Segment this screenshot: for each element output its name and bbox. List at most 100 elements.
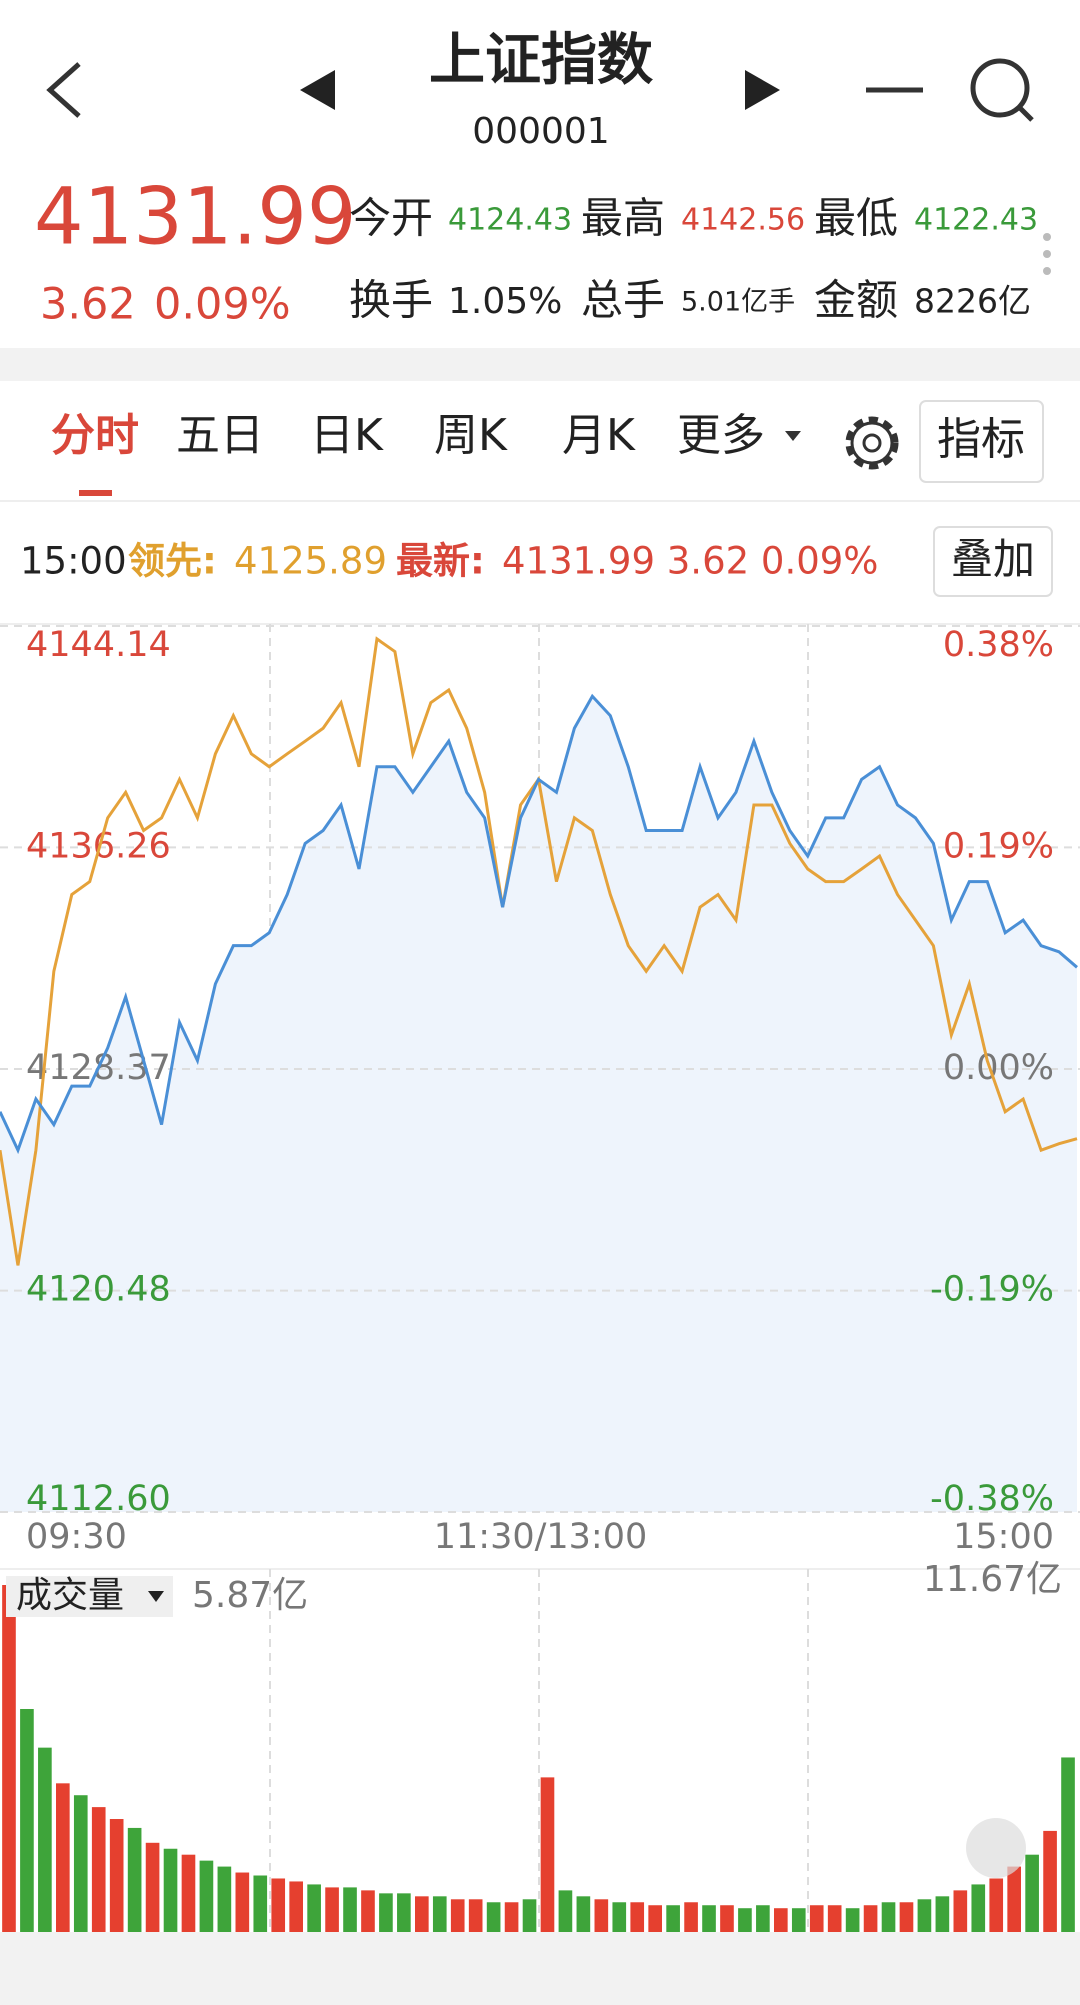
volume-bar [720, 1905, 734, 1932]
tab-indicator [79, 490, 112, 496]
volume-bar [450, 1899, 465, 1932]
gear-teeth [845, 416, 899, 470]
stat-value: 4122.43 [914, 203, 1038, 238]
volume-bar [648, 1905, 662, 1932]
volume-bar [361, 1890, 375, 1932]
prev-button[interactable] [300, 70, 335, 110]
volume-bar [289, 1881, 303, 1932]
volume-bar [881, 1902, 896, 1932]
charts: 4144.144136.264128.374120.484112.600.38%… [0, 625, 1080, 1932]
price-area [0, 696, 1077, 1512]
lead-label: 领先: [128, 540, 217, 583]
overlay-button[interactable] [933, 526, 1053, 597]
stat-label: 今开 [349, 194, 433, 243]
gear [850, 421, 894, 465]
back-button[interactable] [46, 62, 81, 118]
volume-bar [809, 1905, 824, 1932]
volume-bar [899, 1902, 914, 1932]
code: 000001 [472, 111, 609, 152]
volume-bar [199, 1860, 214, 1932]
stat-value: 4124.43 [448, 203, 572, 238]
y2-tick-label: 0.00% [943, 1048, 1054, 1088]
stat-label: 最高 [581, 194, 665, 243]
volume-bar [917, 1899, 932, 1932]
gear-hole [862, 433, 882, 453]
volume-bar [558, 1890, 573, 1932]
volume-bar [863, 1905, 878, 1932]
volume-bar [415, 1896, 429, 1932]
volume-bar [989, 1878, 1004, 1932]
dot [1043, 233, 1051, 241]
volume-bar [73, 1795, 88, 1932]
volume-bar [468, 1899, 483, 1932]
info-time: 15:00 [20, 540, 127, 583]
volume-bar [522, 1899, 537, 1932]
indicator-button[interactable] [919, 400, 1044, 483]
volume-bar [379, 1893, 393, 1932]
volume-bar [738, 1908, 752, 1932]
volume-bar [1061, 1757, 1075, 1932]
separator [0, 348, 1080, 381]
title: 上证指数 [429, 28, 653, 93]
change: 3.62 [40, 280, 136, 330]
tab[interactable]: 日K [310, 410, 384, 461]
volume-bar [1043, 1830, 1057, 1932]
stat-label: 换手 [349, 276, 433, 325]
volume-bar [253, 1875, 268, 1932]
volume-bar [971, 1884, 986, 1932]
volume-bar [2, 1585, 16, 1932]
volume-bar [845, 1908, 860, 1932]
volume-bar [702, 1905, 716, 1932]
change-pct: 0.09% [154, 280, 291, 330]
volume-bar [145, 1842, 160, 1932]
volume-bar [576, 1896, 591, 1932]
volume-bar [756, 1905, 770, 1932]
y2-tick-label: -0.38% [930, 1479, 1054, 1519]
volume-bar [953, 1890, 968, 1932]
stat-value: 4142.56 [681, 203, 805, 238]
stat-value: 5.01亿手 [681, 287, 795, 318]
settings-button[interactable] [845, 416, 899, 470]
volume-bar [307, 1884, 321, 1932]
y-tick-label: 4120.48 [26, 1270, 171, 1310]
volume-bar [235, 1872, 250, 1932]
search-button[interactable] [970, 58, 1034, 122]
latest-value: 4131.99 3.62 0.09% [502, 540, 878, 583]
latest-label: 最新: [396, 540, 485, 583]
search-icon-handle [1017, 105, 1034, 122]
tab[interactable]: 月K [562, 410, 636, 461]
tab[interactable]: 五日 [176, 410, 264, 461]
price-line [0, 693, 1078, 1155]
next-button[interactable] [745, 70, 780, 110]
tab[interactable]: 分时 [51, 410, 139, 461]
volume-bar [91, 1807, 106, 1932]
volume-bar [271, 1878, 286, 1932]
expand-button[interactable] [966, 1818, 1026, 1878]
volume-bar [827, 1905, 842, 1932]
volume-selector[interactable] [6, 1576, 173, 1617]
x-tick-label: 11:30/13:00 [434, 1517, 648, 1557]
indicator-button-label: 指标 [937, 414, 1025, 465]
y-tick-label: 4112.60 [26, 1479, 171, 1519]
x-tick-label: 15:00 [953, 1517, 1054, 1557]
volume-bar [20, 1708, 34, 1932]
dropdown-arrow [148, 1591, 164, 1602]
y2-tick-label: -0.19% [930, 1270, 1054, 1310]
more-menu[interactable] [1043, 233, 1051, 275]
y2-tick-label: 0.38% [943, 625, 1054, 665]
stat-value: 8226亿 [914, 282, 1031, 321]
tab[interactable]: 更多 [677, 410, 765, 461]
dot [1043, 250, 1051, 258]
stat-label: 最低 [814, 194, 898, 243]
volume-bar [935, 1896, 950, 1932]
overlay-button-label: 叠加 [951, 535, 1035, 584]
stat-value: 1.05% [448, 281, 562, 322]
dot [1043, 267, 1051, 275]
y-tick-label: 11.67亿 [923, 1559, 1062, 1600]
tab[interactable]: 周K [434, 410, 508, 461]
lead-value: 4125.89 [234, 540, 387, 583]
stat-label: 金额 [814, 276, 898, 325]
volume-bar [181, 1854, 196, 1932]
volume-bar [38, 1747, 52, 1932]
